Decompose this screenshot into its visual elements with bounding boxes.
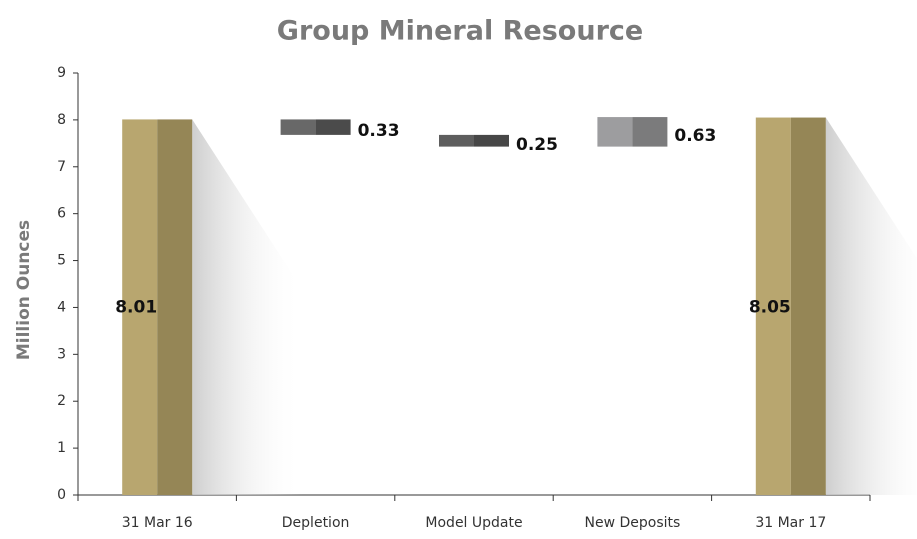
y-axis-label: Million Ounces [14, 220, 34, 360]
bar-half [280, 119, 316, 135]
y-tick-label: 3 [57, 346, 66, 362]
bar-half [790, 117, 826, 496]
value-label: 8.05 [749, 297, 791, 317]
bar-half [315, 119, 351, 135]
bar-half [755, 117, 791, 496]
x-tick-label: New Deposits [584, 515, 680, 531]
bar-half [632, 117, 668, 147]
value-label: 8.01 [115, 297, 157, 317]
value-label: 0.63 [674, 126, 716, 146]
bar [755, 117, 826, 496]
bar [597, 117, 668, 147]
bar [280, 119, 351, 135]
y-tick-label: 0 [57, 487, 66, 503]
y-tick-label: 6 [57, 206, 66, 222]
bar-half [439, 134, 474, 147]
bar-shadow [825, 117, 917, 495]
x-tick-label: 31 Mar 17 [755, 515, 826, 531]
y-tick-label: 5 [57, 253, 66, 269]
bar-shadow [192, 119, 303, 496]
x-tick-label: 31 Mar 16 [122, 515, 193, 531]
bar-half [157, 119, 193, 496]
bar [439, 134, 509, 147]
bar [122, 119, 193, 496]
y-tick-label: 4 [57, 299, 66, 315]
y-tick-label: 8 [57, 112, 66, 128]
bar-half [122, 119, 158, 496]
bar-half [597, 117, 633, 147]
y-tick-label: 7 [57, 159, 66, 175]
y-tick-label: 2 [57, 393, 66, 409]
y-tick-label: 1 [57, 440, 66, 456]
y-tick-label: 9 [57, 65, 66, 81]
value-label: 0.33 [358, 121, 400, 141]
bar-half [474, 134, 509, 147]
x-tick-label: Model Update [425, 515, 522, 531]
x-tick-label: Depletion [282, 515, 350, 531]
value-label: 0.25 [516, 135, 558, 155]
chart-title: Group Mineral Resource [277, 16, 643, 47]
